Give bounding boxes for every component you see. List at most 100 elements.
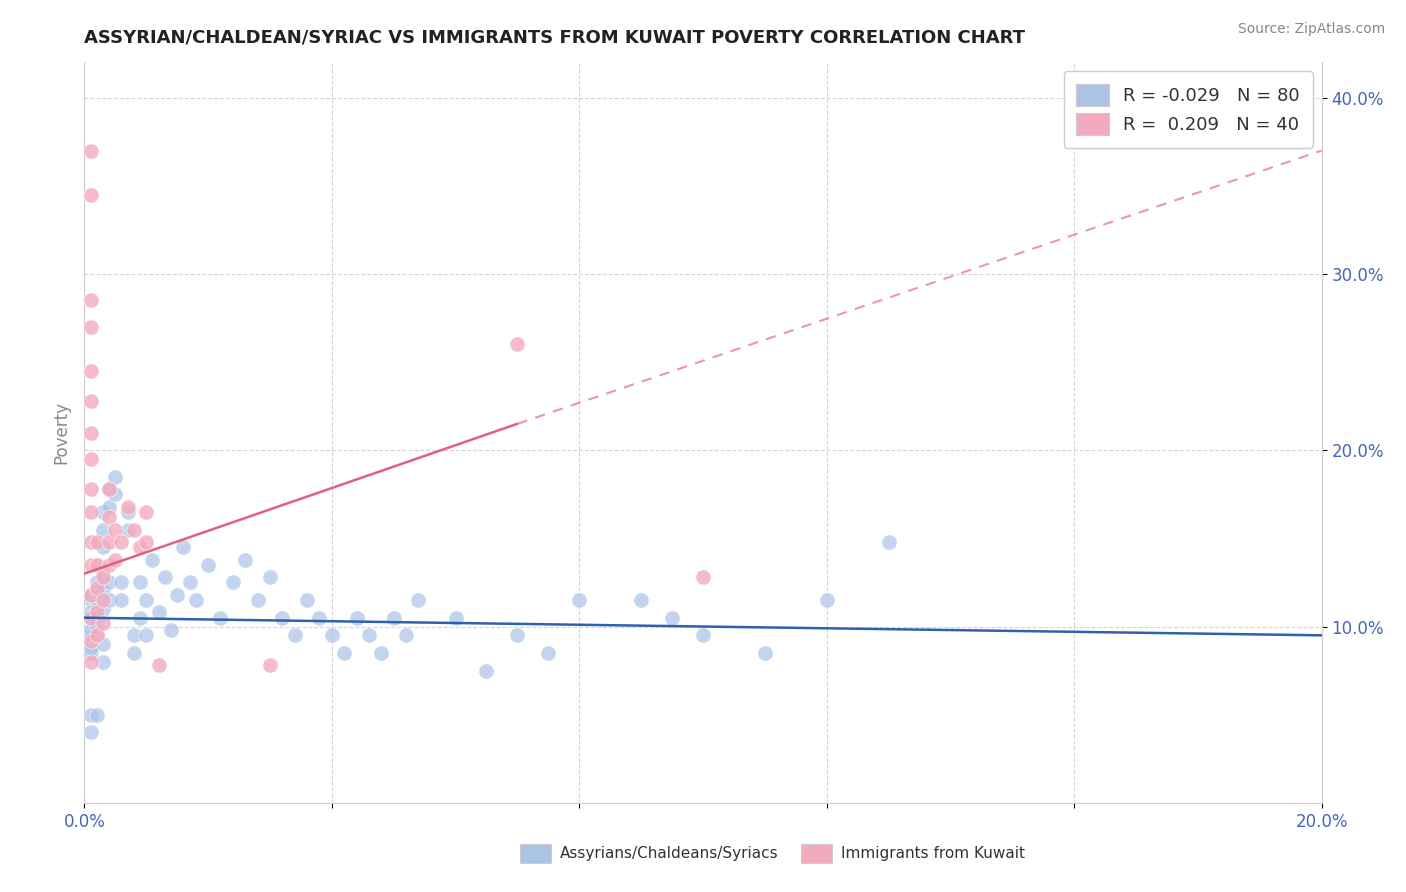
Point: [284, 628, 307, 642]
Point: [79, 293, 101, 308]
Point: [104, 469, 127, 483]
Point: [86, 584, 108, 599]
Point: [79, 505, 101, 519]
Point: [79, 646, 101, 660]
Point: [117, 500, 139, 514]
Point: [79, 144, 101, 158]
Point: [246, 593, 269, 607]
Point: [86, 606, 108, 620]
Point: [110, 593, 132, 607]
Point: [86, 558, 108, 572]
Point: [86, 575, 108, 590]
Point: [86, 581, 108, 595]
Point: [692, 628, 714, 642]
Point: [184, 593, 207, 607]
Point: [346, 610, 368, 624]
Point: [79, 364, 101, 378]
Point: [815, 593, 838, 607]
Point: [79, 628, 101, 642]
Point: [79, 588, 101, 602]
Point: [877, 535, 900, 549]
Point: [259, 570, 281, 584]
Point: [172, 540, 194, 554]
Point: [104, 552, 127, 566]
Point: [408, 593, 430, 607]
Point: [475, 664, 498, 678]
Point: [382, 610, 405, 624]
Point: [98, 482, 121, 496]
Point: [395, 628, 418, 642]
Point: [179, 575, 201, 590]
Point: [754, 646, 776, 660]
Point: [86, 558, 108, 572]
Point: [321, 628, 343, 642]
Point: [86, 619, 108, 633]
Point: [79, 452, 101, 467]
Point: [129, 610, 152, 624]
Point: [79, 558, 101, 572]
Point: [295, 593, 318, 607]
Point: [98, 500, 121, 514]
Point: [129, 540, 152, 554]
Point: [86, 593, 108, 607]
Point: [91, 584, 114, 599]
Point: [91, 655, 114, 669]
Point: [79, 393, 101, 408]
Point: [86, 628, 108, 642]
Point: [98, 593, 121, 607]
Point: [98, 558, 121, 572]
Point: [166, 588, 188, 602]
Point: [86, 628, 108, 642]
Y-axis label: Poverty: Poverty: [52, 401, 70, 464]
Point: [630, 593, 652, 607]
Point: [209, 610, 232, 624]
Point: [79, 610, 101, 624]
Point: [91, 566, 114, 581]
Point: [537, 646, 560, 660]
Point: [104, 523, 127, 537]
Point: [117, 505, 139, 519]
Point: [197, 558, 219, 572]
Point: [79, 655, 101, 669]
Point: [79, 707, 101, 722]
Point: [271, 610, 294, 624]
Point: [79, 319, 101, 334]
Point: [91, 602, 114, 616]
Point: [117, 523, 139, 537]
Text: Assyrians/Chaldeans/Syriacs: Assyrians/Chaldeans/Syriacs: [560, 847, 778, 861]
Point: [79, 606, 101, 620]
Point: [129, 575, 152, 590]
Point: [110, 575, 132, 590]
Point: [506, 337, 529, 351]
Point: [91, 615, 114, 630]
Point: [104, 487, 127, 501]
Point: [91, 570, 114, 584]
Point: [692, 570, 714, 584]
Point: [91, 593, 114, 607]
Point: [98, 575, 121, 590]
Point: [79, 725, 101, 739]
Point: [79, 633, 101, 648]
Point: [86, 610, 108, 624]
Point: [98, 510, 121, 524]
Point: [98, 535, 121, 549]
Point: [79, 610, 101, 624]
Text: Immigrants from Kuwait: Immigrants from Kuwait: [841, 847, 1025, 861]
Point: [135, 505, 157, 519]
Point: [506, 628, 529, 642]
Point: [91, 505, 114, 519]
Point: [79, 535, 101, 549]
Point: [86, 535, 108, 549]
Point: [135, 628, 157, 642]
Point: [79, 588, 101, 602]
Point: [135, 593, 157, 607]
Text: ASSYRIAN/CHALDEAN/SYRIAC VS IMMIGRANTS FROM KUWAIT POVERTY CORRELATION CHART: ASSYRIAN/CHALDEAN/SYRIAC VS IMMIGRANTS F…: [84, 29, 1025, 47]
Point: [141, 552, 163, 566]
Point: [444, 610, 467, 624]
Point: [91, 637, 114, 651]
Point: [79, 623, 101, 637]
Point: [110, 535, 132, 549]
Text: Source: ZipAtlas.com: Source: ZipAtlas.com: [1237, 22, 1385, 37]
Point: [233, 552, 256, 566]
Point: [86, 602, 108, 616]
